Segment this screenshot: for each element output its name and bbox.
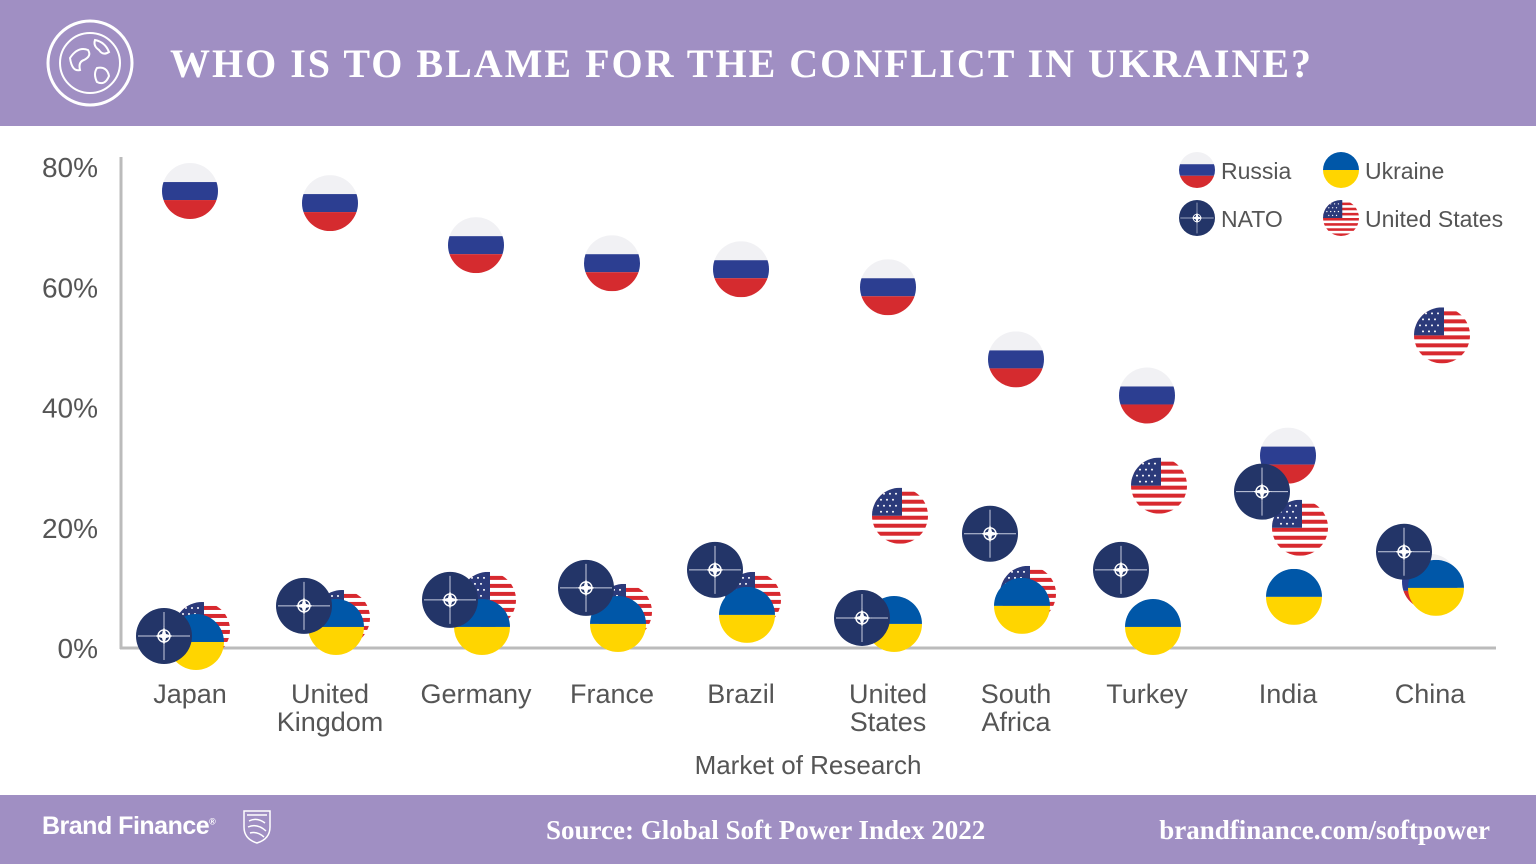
brand-logo: Brand Finance® [42, 812, 216, 841]
page-title: WHO IS TO BLAME FOR THE CONFLICT IN UKRA… [170, 41, 1314, 86]
legend-nato-flag-icon [1178, 199, 1216, 237]
point-russia-flag [1119, 367, 1175, 423]
x-tick-label: India [1259, 679, 1319, 709]
website-link[interactable]: brandfinance.com/softpower [1159, 815, 1490, 845]
globe-icon [46, 19, 134, 107]
point-russia-flag [713, 241, 769, 297]
brand-mark: ® [209, 816, 216, 827]
x-tick-label: United [849, 679, 927, 709]
brand-name: Brand Finance [42, 812, 210, 840]
point-russia-flag [448, 217, 504, 273]
point-russia-flag [988, 331, 1044, 387]
legend-us-flag-icon [1323, 200, 1359, 236]
x-tick-label: United [291, 679, 369, 709]
x-tick-label: Brazil [707, 679, 775, 709]
chart: 0%20%40%60%80% Japan UnitedKingdomGermany… [42, 152, 1503, 780]
point-nato-flag [1375, 523, 1433, 581]
point-ukraine-flag [1266, 569, 1322, 625]
point-nato-flag [1092, 541, 1150, 599]
y-tick-label: 40% [42, 393, 98, 424]
x-tick-label: Africa [981, 707, 1051, 737]
x-tick-label: Kingdom [277, 707, 384, 737]
source-text: Source: Global Soft Power Index 2022 [546, 815, 986, 845]
x-tick-label: South [981, 679, 1052, 709]
footer-banner: Brand Finance® Source: Global Soft Power… [0, 795, 1536, 864]
point-nato-flag [1233, 462, 1291, 521]
point-russia-flag [860, 259, 916, 315]
legend-label: Ukraine [1365, 158, 1444, 184]
point-ukraine-flag [1125, 599, 1181, 655]
point-nato-flag [135, 607, 193, 665]
y-tick-label: 60% [42, 272, 98, 303]
legend-label: United States [1365, 206, 1503, 232]
point-nato-flag [421, 571, 479, 629]
point-nato-flag [961, 505, 1019, 563]
x-tick-label: China [1395, 679, 1467, 709]
point-us-flag [1131, 458, 1187, 514]
point-nato-flag [557, 559, 615, 617]
x-axis-label: Market of Research [695, 750, 922, 780]
x-tick-label: Japan [153, 679, 227, 709]
y-tick-label: 0% [58, 633, 98, 664]
x-tick-label: Germany [420, 679, 532, 709]
point-nato-flag [686, 541, 744, 599]
point-russia-flag [302, 175, 358, 231]
legend-ukraine-flag-icon [1323, 152, 1359, 188]
x-tick-label: France [570, 679, 654, 709]
crest-icon [243, 810, 271, 844]
point-russia-flag [162, 163, 218, 219]
y-tick-label: 20% [42, 513, 98, 544]
legend-label: NATO [1221, 206, 1283, 232]
header-banner: WHO IS TO BLAME FOR THE CONFLICT IN UKRA… [0, 0, 1536, 126]
point-us-flag [1414, 307, 1470, 363]
x-tick-label: States [850, 707, 927, 737]
point-ukraine-flag [719, 587, 775, 643]
point-nato-flag [275, 577, 333, 635]
legend-label: Russia [1221, 158, 1292, 184]
legend-russia-flag-icon [1179, 152, 1215, 188]
point-us-flag [872, 488, 928, 544]
point-nato-flag [833, 589, 891, 647]
y-tick-label: 80% [42, 152, 98, 183]
point-russia-flag [584, 235, 640, 291]
point-ukraine-flag [994, 578, 1050, 634]
x-tick-label: Turkey [1106, 679, 1188, 709]
